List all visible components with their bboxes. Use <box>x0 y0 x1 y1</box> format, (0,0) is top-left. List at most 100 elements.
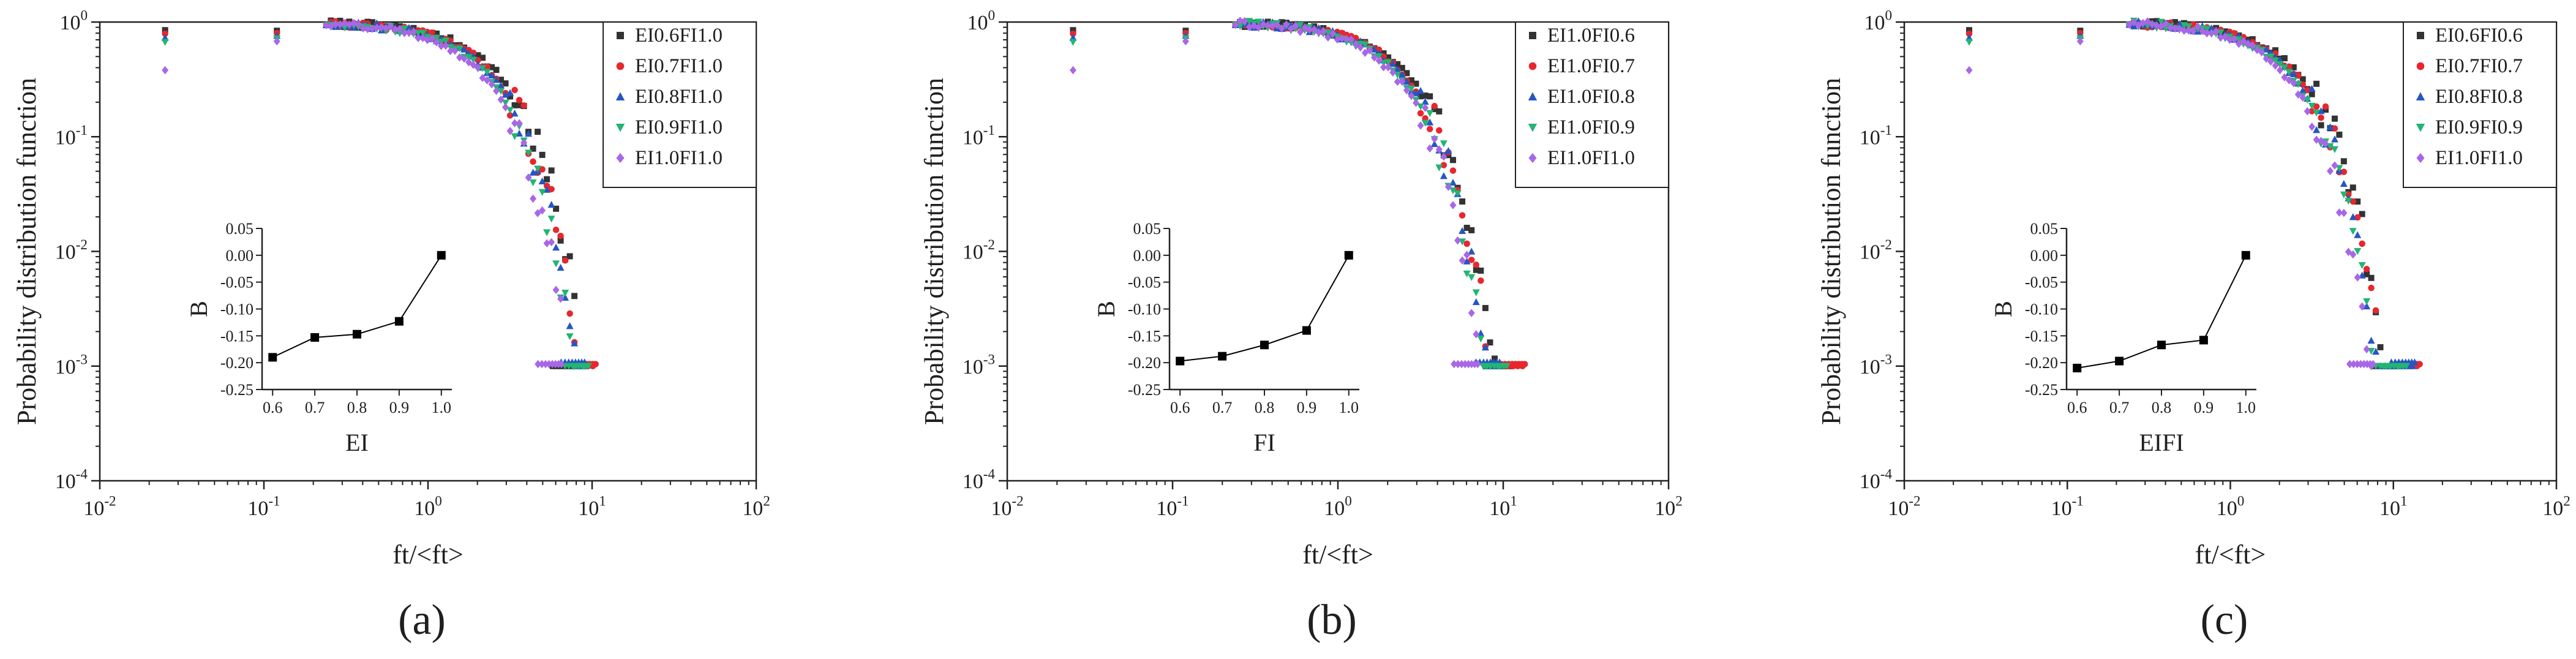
data-point <box>400 29 408 37</box>
inset-y-tick-label: -0.10 <box>2025 301 2058 318</box>
data-point <box>1375 56 1383 65</box>
data-point <box>2364 271 2370 277</box>
legend-marker <box>2416 92 2425 100</box>
data-point <box>1492 355 1498 362</box>
inset-x-tick-label: 0.8 <box>2152 399 2172 416</box>
data-point <box>1454 190 1462 198</box>
data-point <box>1440 153 1448 161</box>
legend-marker <box>616 153 625 164</box>
data-point <box>2336 131 2343 138</box>
x-tick-label: 10-1 <box>247 494 280 520</box>
data-point <box>2363 345 2370 353</box>
data-point <box>516 119 523 128</box>
data-point <box>1503 363 1511 370</box>
data-point <box>2340 158 2347 165</box>
data-point <box>2313 110 2321 117</box>
data-point <box>373 19 381 26</box>
data-point <box>1384 59 1392 66</box>
data-point <box>2354 198 2361 205</box>
y-tick-label: 10-4 <box>1860 467 1893 493</box>
legend-label-0: EI1.0FI0.6 <box>1547 24 1635 47</box>
legend-label-3: EI0.9FI1.0 <box>635 116 723 138</box>
data-point <box>1422 92 1429 99</box>
data-point <box>2354 360 2361 369</box>
legend-marker <box>1528 62 1537 70</box>
data-point <box>2367 336 2375 344</box>
data-point <box>1361 41 1369 48</box>
data-point <box>2144 17 2151 26</box>
data-point <box>1521 361 1528 367</box>
data-point <box>2276 66 2283 75</box>
data-point <box>511 119 519 127</box>
data-point <box>1380 62 1388 72</box>
data-point <box>538 360 546 369</box>
data-point <box>2318 115 2324 121</box>
data-point <box>2212 27 2220 36</box>
data-point <box>2262 45 2270 53</box>
data-point <box>1417 103 1425 111</box>
inset-y-tick-label: -0.15 <box>220 327 253 345</box>
data-point <box>1481 344 1489 351</box>
data-point <box>2354 273 2361 282</box>
data-point <box>530 145 536 152</box>
y-tick-label: 10-3 <box>963 352 995 378</box>
panel-label: (b) <box>1307 597 1357 644</box>
data-point <box>479 65 487 72</box>
data-point <box>378 23 385 32</box>
data-point <box>534 165 542 173</box>
data-point <box>493 67 500 73</box>
data-point <box>1232 21 1239 29</box>
data-point <box>530 158 536 165</box>
data-point <box>1421 119 1429 127</box>
data-point <box>2331 115 2338 122</box>
data-point <box>1473 262 1480 268</box>
data-point <box>2349 198 2357 205</box>
data-point <box>1324 33 1332 42</box>
data-point <box>2327 167 2334 176</box>
data-point <box>2280 64 2288 72</box>
y-tick-label: 10-3 <box>1860 352 1892 378</box>
data-point <box>1449 187 1457 195</box>
data-point <box>1966 27 1972 34</box>
data-point <box>2349 228 2357 235</box>
data-point <box>1279 19 1285 26</box>
data-point <box>2358 262 2366 269</box>
data-point <box>2272 57 2280 65</box>
data-point <box>1296 21 1304 29</box>
data-point <box>387 22 394 31</box>
inset-y-tick-label: -0.05 <box>2025 274 2058 292</box>
data-point <box>1463 240 1470 247</box>
data-point <box>456 53 464 62</box>
data-point <box>2289 70 2297 78</box>
data-point <box>1370 53 1378 62</box>
data-point <box>1403 86 1410 95</box>
data-point <box>552 285 560 295</box>
data-point <box>543 229 551 236</box>
data-point <box>2308 108 2315 115</box>
data-point <box>488 71 496 78</box>
data-point <box>1329 29 1336 38</box>
data-point <box>1357 43 1364 52</box>
data-point <box>592 361 599 367</box>
data-point <box>501 91 509 98</box>
data-point <box>561 257 569 264</box>
x-axis-title: ft/<ft> <box>392 540 464 570</box>
data-point <box>497 88 505 95</box>
x-tick-label: 102 <box>742 494 770 520</box>
inset-point <box>437 250 446 260</box>
data-point <box>2359 211 2365 217</box>
data-point <box>1343 34 1350 43</box>
data-point <box>2335 165 2343 172</box>
data-point <box>2240 37 2247 45</box>
data-point <box>2180 26 2188 35</box>
legend-label-0: EI0.6FI1.0 <box>635 24 723 47</box>
data-point <box>451 47 459 55</box>
data-point <box>323 21 330 30</box>
legend-marker <box>617 32 624 39</box>
inset-y-tick-label: 0.05 <box>1133 220 1162 238</box>
data-point <box>506 112 514 119</box>
data-point <box>1426 110 1434 118</box>
data-point <box>507 93 514 100</box>
data-point <box>419 34 426 42</box>
data-point <box>1966 30 1973 37</box>
